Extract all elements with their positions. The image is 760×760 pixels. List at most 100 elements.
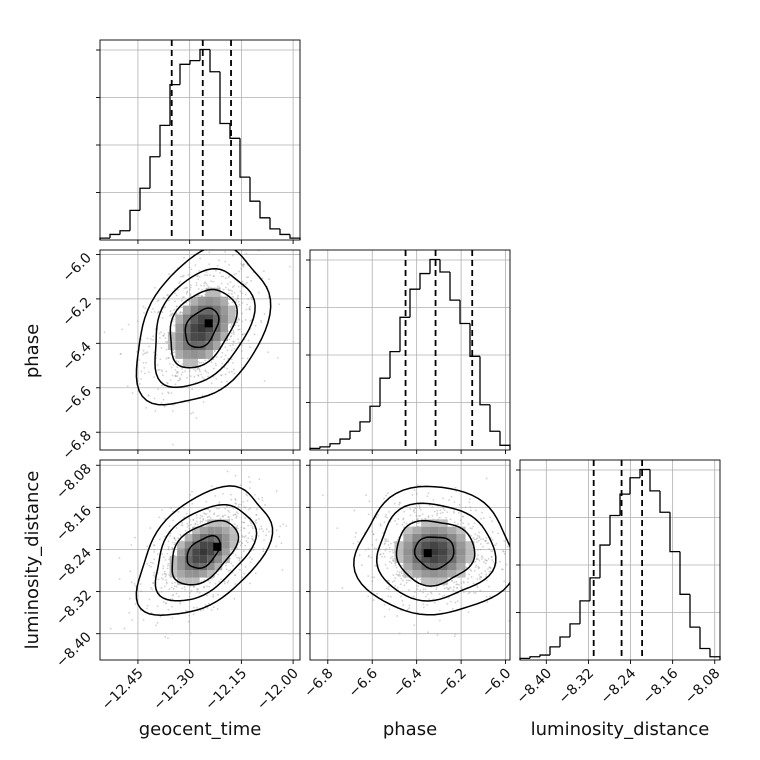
joint-content <box>109 470 288 640</box>
scatter-point <box>189 293 192 295</box>
scatter-point <box>458 583 460 586</box>
scatter-point <box>244 535 247 537</box>
density-cell <box>177 541 185 549</box>
scatter-point <box>379 524 382 527</box>
hist-bin <box>649 469 660 492</box>
scatter-point <box>226 581 229 584</box>
scatter-point <box>260 321 263 324</box>
scatter-point <box>146 337 149 340</box>
scatter-point <box>232 361 234 364</box>
scatter-point <box>178 379 181 382</box>
scatter-point <box>218 507 220 510</box>
scatter-point <box>228 275 231 278</box>
x-tick-label: −6.8 <box>301 666 336 701</box>
scatter-point <box>179 378 182 381</box>
scatter-point <box>394 564 397 567</box>
density-cell <box>199 526 208 534</box>
scatter-point <box>231 518 233 521</box>
scatter-point <box>230 549 232 552</box>
hist-bin <box>189 59 200 65</box>
scatter-point <box>224 564 227 567</box>
scatter-point <box>424 588 427 591</box>
hist-bin <box>459 300 470 325</box>
scatter-point <box>173 308 176 311</box>
scatter-point <box>372 532 375 535</box>
scatter-point <box>500 568 503 571</box>
scatter-point <box>454 486 457 489</box>
scatter-point <box>143 372 146 375</box>
scatter-point <box>205 500 208 503</box>
scatter-point <box>239 568 241 571</box>
scatter-point <box>402 579 404 582</box>
scatter-point <box>260 319 262 322</box>
density-cell <box>228 314 236 324</box>
scatter-point <box>167 548 170 551</box>
scatter-point <box>447 596 450 599</box>
scatter-point <box>499 560 501 563</box>
scatter-point <box>478 536 481 539</box>
scatter-point <box>226 505 228 508</box>
hist-bin <box>369 405 380 422</box>
scatter-point <box>515 553 517 555</box>
scatter-point <box>234 324 237 327</box>
scatter-point <box>237 527 240 530</box>
density-cell <box>430 563 439 571</box>
density-cell <box>207 548 215 556</box>
scatter-point <box>182 274 185 277</box>
scatter-point <box>150 338 152 340</box>
scatter-point <box>226 470 229 473</box>
scatter-point <box>145 352 148 354</box>
scatter-point <box>375 516 378 519</box>
scatter-point <box>160 577 163 579</box>
scatter-point <box>406 608 409 611</box>
scatter-point <box>171 594 174 597</box>
density-cell <box>199 563 208 571</box>
scatter-point <box>186 286 188 289</box>
scatter-point <box>152 574 155 577</box>
scatter-point <box>156 621 159 624</box>
scatter-point <box>121 328 124 331</box>
scatter-point <box>255 513 258 516</box>
scatter-point <box>460 586 463 589</box>
scatter-point <box>456 586 459 589</box>
scatter-point <box>232 295 234 298</box>
x-tick-label: −12.15 <box>202 666 250 714</box>
density-cell <box>177 555 185 564</box>
scatter-point <box>432 499 435 501</box>
scatter-point <box>232 368 235 371</box>
scatter-point <box>399 502 401 504</box>
scatter-point <box>145 361 147 364</box>
scatter-point <box>248 308 251 311</box>
scatter-point <box>401 523 404 526</box>
scatter-point <box>249 520 251 523</box>
scatter-point <box>240 556 243 559</box>
scatter-point <box>174 539 177 542</box>
density-cell <box>430 519 439 527</box>
scatter-point <box>251 535 253 538</box>
scatter-point <box>401 600 404 602</box>
scatter-point <box>171 410 174 412</box>
scatter-point <box>375 538 378 541</box>
scatter-point <box>478 559 481 562</box>
density-cell <box>205 296 214 306</box>
scatter-point <box>252 539 255 542</box>
density-cell <box>421 570 430 578</box>
scatter-point <box>453 510 455 512</box>
scatter-point <box>398 632 401 635</box>
scatter-point <box>219 517 222 520</box>
scatter-point <box>172 519 175 522</box>
density-cell <box>192 541 200 549</box>
scatter-point <box>192 518 195 521</box>
scatter-point <box>433 510 436 513</box>
density-cell <box>438 577 448 585</box>
scatter-point <box>248 307 251 310</box>
scatter-point <box>150 611 153 614</box>
scatter-point <box>213 513 215 516</box>
scatter-point <box>396 570 399 573</box>
scatter-point <box>469 568 472 571</box>
scatter-point <box>201 394 204 397</box>
scatter-point <box>131 619 134 621</box>
scatter-point <box>231 286 234 288</box>
scatter-point <box>238 541 241 544</box>
scatter-point <box>442 497 444 500</box>
